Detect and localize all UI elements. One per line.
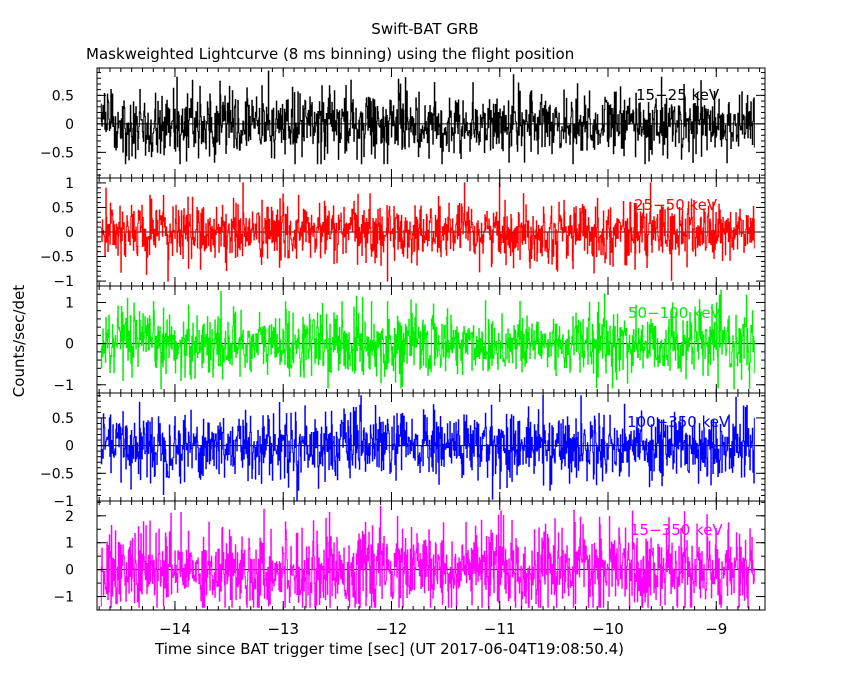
x-tick-label: −11 (484, 620, 516, 638)
lightcurve-series-5 (100, 505, 755, 608)
x-axis-label: Time since BAT trigger time [sec] (UT 20… (155, 640, 624, 658)
energy-band-label: 25−50 keV (634, 196, 718, 214)
chart-subtitle: Maskweighted Lightcurve (8 ms binning) u… (86, 45, 575, 63)
y-tick-label: 0 (65, 117, 74, 133)
y-tick-label: 0 (65, 225, 74, 241)
y-tick-label: −0.5 (40, 250, 74, 266)
y-tick-label: 0 (65, 337, 74, 353)
y-tick-label: −1 (53, 274, 74, 290)
lightcurve-series-2 (100, 182, 755, 282)
lightcurve-series-4 (100, 395, 755, 502)
y-tick-label: −0.5 (40, 145, 74, 161)
x-tick-label: −14 (159, 620, 191, 638)
y-tick-label: 0.5 (52, 88, 74, 104)
lightcurve-series-1 (100, 70, 755, 165)
y-tick-label: 2 (65, 509, 74, 525)
x-tick-label: −12 (376, 620, 408, 638)
energy-band-label: 15−25 keV (636, 86, 720, 104)
y-tick-label: −1 (53, 378, 74, 394)
y-tick-label: 1 (65, 295, 74, 311)
energy-band-label: 100−350 keV (627, 413, 730, 431)
chart-title: Swift-BAT GRB (371, 20, 479, 38)
y-tick-label: 1 (65, 176, 74, 192)
x-tick-label: −9 (705, 620, 727, 638)
x-tick-label: −13 (267, 620, 299, 638)
y-tick-label: 1 (65, 536, 74, 552)
y-tick-label: −1 (53, 590, 74, 606)
y-tick-label: −1 (53, 494, 74, 510)
lightcurve-series-3 (100, 289, 755, 390)
panel-frame (96, 500, 766, 611)
y-tick-label: −0.5 (40, 466, 74, 482)
y-tick-label: 0.5 (52, 200, 74, 216)
energy-band-label: 50−100 keV (628, 304, 721, 322)
y-tick-label: 0 (65, 563, 74, 579)
y-tick-label: 0 (65, 439, 74, 455)
y-tick-label: 0.5 (52, 411, 74, 427)
x-tick-label: −10 (592, 620, 624, 638)
energy-band-label: 15−350 keV (630, 521, 723, 539)
